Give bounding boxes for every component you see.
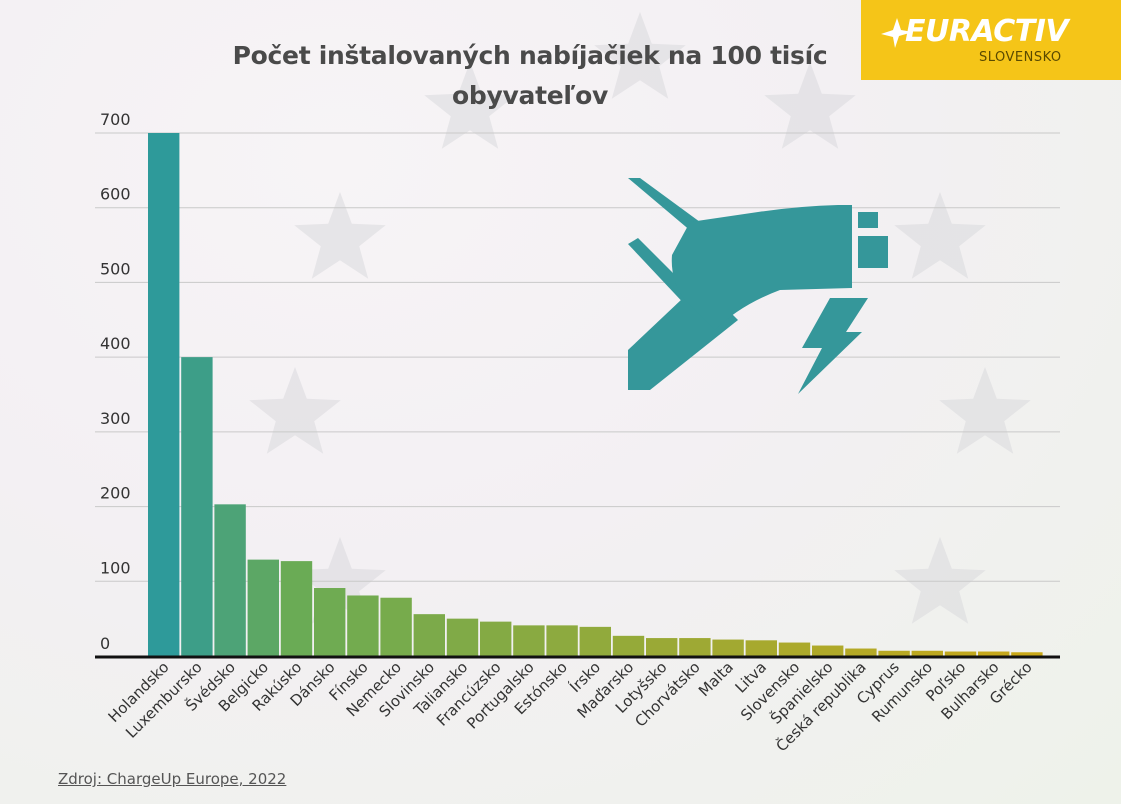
cable-line-upper — [628, 178, 700, 232]
bar-francúzsko — [480, 621, 512, 656]
y-tick-label: 200 — [100, 484, 131, 503]
lightning-bolt-icon — [798, 298, 868, 394]
bar-slovensko — [778, 642, 811, 656]
bar-dánsko — [314, 588, 346, 656]
background-star-icon — [249, 367, 341, 454]
star-swoosh-icon — [881, 18, 913, 48]
bar-lotyšsko — [646, 638, 678, 656]
bar-chorvátsko — [679, 638, 711, 656]
bars — [148, 133, 1043, 656]
bar-holandsko — [148, 133, 180, 656]
bar-česká-republika — [845, 648, 877, 656]
plug-pin-lower — [858, 236, 888, 268]
bar-belgicko — [247, 559, 279, 656]
x-axis-labels: HolandskoLuxemburskoŠvédskoBelgickoRakús… — [105, 657, 1036, 755]
y-tick-label: 400 — [100, 334, 131, 353]
background-star-icon — [894, 537, 986, 624]
bar-litva — [745, 640, 777, 656]
background-star-icon — [939, 367, 1031, 454]
bar-slovinsko — [413, 614, 445, 656]
logo-subtitle: SLOVENSKO — [979, 50, 1062, 65]
bar-nemecko — [380, 597, 412, 656]
bar-estónsko — [546, 625, 578, 656]
bar-poľsko — [944, 651, 977, 656]
bar-malta — [712, 639, 744, 656]
bar-švédsko — [214, 504, 246, 656]
chart-title: Počet inštalovaných nabíjačiek na 100 ti… — [230, 36, 830, 116]
euractiv-logo[interactable]: EURACTIV SLOVENSKO — [861, 0, 1121, 80]
bar-rumunsko — [911, 650, 943, 656]
hand-holding-charging-plug-icon — [628, 178, 888, 394]
x-tick-label: Malta — [695, 658, 737, 700]
y-tick-label: 500 — [100, 259, 131, 278]
bar-maďarsko — [612, 635, 645, 656]
hand-fist — [671, 205, 852, 330]
background-star-icon — [894, 192, 986, 279]
y-tick-label: 600 — [100, 185, 131, 204]
background-star-icon — [424, 62, 516, 149]
background-stars — [249, 12, 1031, 624]
source-link[interactable]: Zdroj: ChargeUp Europe, 2022 — [58, 770, 287, 788]
background-star-icon — [594, 12, 686, 99]
y-axis: 0 100 200 300 400 500 600 700 — [95, 110, 1060, 653]
bar-rakúsko — [280, 561, 313, 656]
bar-španielsko — [812, 645, 844, 656]
y-tick-label: 100 — [100, 558, 131, 577]
bar-portugalsko — [513, 625, 545, 656]
bar-cyprus — [878, 650, 910, 656]
chart-title-line2: obyvateľov — [452, 81, 608, 110]
background-star-icon — [294, 192, 386, 279]
bar-fínsko — [347, 595, 379, 656]
bar-luxembursko — [181, 357, 213, 656]
y-tick-label: 700 — [100, 110, 131, 129]
logo-brand: EURACTIV — [905, 14, 1069, 49]
plug-pin-upper — [858, 212, 878, 228]
background-star-icon — [294, 537, 386, 624]
bar-írsko — [579, 626, 611, 656]
chart-title-line1: Počet inštalovaných nabíjačiek na 100 ti… — [232, 41, 828, 70]
background-star-icon — [764, 62, 856, 149]
bar-grécko — [1011, 652, 1043, 656]
y-tick-label: 300 — [100, 409, 131, 428]
bar-bulharsko — [978, 651, 1010, 656]
bar-taliansko — [446, 618, 479, 656]
y-tick-label: 0 — [100, 634, 110, 653]
